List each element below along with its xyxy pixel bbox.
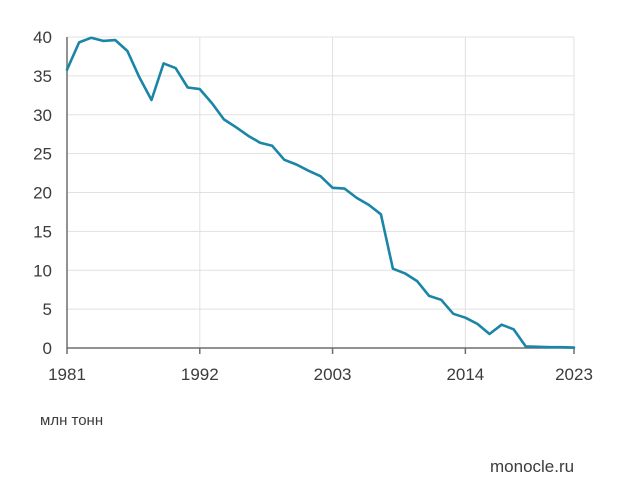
x-tick-label: 1981 (48, 365, 86, 384)
y-tick-label: 15 (33, 222, 52, 241)
tick-labels: 0 5 10 15 20 25 30 35 40 1981 1992 2003 2014 2023 (33, 28, 593, 384)
y-tick-label: 0 (43, 339, 52, 358)
y-tick-label: 40 (33, 28, 52, 47)
grid (67, 36, 575, 348)
y-tick-label: 20 (33, 184, 52, 203)
y-tick-label: 30 (33, 106, 52, 125)
x-tick-label: 1992 (181, 365, 219, 384)
series-line (65, 36, 576, 349)
y-tick-label: 35 (33, 67, 52, 86)
y-tick-label: 10 (33, 261, 52, 280)
axes (66, 37, 575, 354)
y-tick-label: 5 (43, 300, 52, 319)
y-tick-label: 25 (33, 145, 52, 164)
unit-label: млн тонн (40, 412, 104, 429)
x-tick-label: 2003 (314, 365, 352, 384)
x-tick-label: 2023 (555, 365, 593, 384)
series (65, 36, 576, 349)
source-label: monocle.ru (490, 457, 575, 476)
x-tick-label: 2014 (446, 365, 484, 384)
